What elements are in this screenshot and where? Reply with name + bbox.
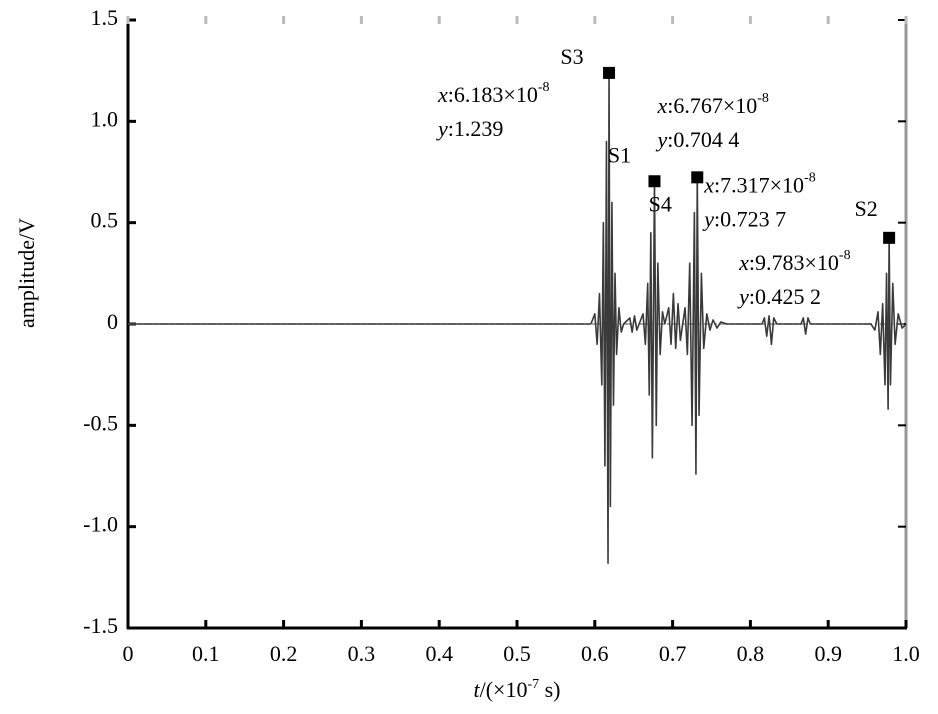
- annotation-marker: [883, 231, 896, 244]
- annotation-x-text: :9.783×10: [749, 250, 839, 275]
- annotation-marker: [691, 171, 704, 184]
- annotation-x: x:7.317×10-8: [703, 171, 815, 198]
- annotation-y-var: y: [436, 116, 448, 141]
- annotation-x-var: x: [703, 172, 714, 197]
- y-tick-label: 0.5: [91, 208, 119, 233]
- y-axis-label: amplitude/V: [14, 218, 39, 328]
- annotation-y-var: y: [702, 206, 714, 231]
- x-axis-label-var: t: [473, 677, 480, 702]
- annotation-y: y:0.704 4: [655, 127, 739, 152]
- x-tick-label: 0.3: [348, 641, 376, 666]
- x-tick-label: 0.9: [814, 641, 842, 666]
- x-tick-label: 0.1: [192, 641, 220, 666]
- annotation-label: S1: [608, 142, 631, 167]
- annotation-x-var: x: [656, 93, 667, 118]
- annotation-x-var: x: [738, 250, 749, 275]
- annotation-x-var: x: [437, 82, 448, 107]
- x-tick-label: 0.8: [737, 641, 765, 666]
- y-tick-label: -1.5: [83, 613, 118, 638]
- annotation-x-exp: -8: [804, 171, 816, 186]
- annotation-x-text: :7.317×10: [714, 172, 804, 197]
- x-tick-label: 0: [123, 641, 134, 666]
- x-axis-label-sup: -7: [527, 677, 539, 692]
- annotation-label: S3: [560, 44, 583, 69]
- x-axis-label-post: s): [539, 677, 560, 702]
- x-tick-label: 0.2: [270, 641, 298, 666]
- y-tick-label: 0: [107, 309, 118, 334]
- annotation-x-exp: -8: [538, 80, 550, 95]
- annotation-x-text: :6.183×10: [448, 82, 538, 107]
- annotation-x-text: :6.767×10: [667, 93, 757, 118]
- waveform: [128, 72, 907, 564]
- annotation-label: S2: [854, 196, 877, 221]
- annotation-x: x:9.783×10-8: [738, 248, 850, 275]
- annotation-marker: [603, 66, 616, 79]
- annotation-x-exp: -8: [757, 91, 769, 106]
- x-axis-label: t/(×10-7 s): [473, 677, 560, 702]
- y-tick-label: -0.5: [83, 410, 118, 435]
- annotation-x: x:6.183×10-8: [437, 80, 549, 107]
- annotation-x: x:6.767×10-8: [656, 91, 768, 118]
- annotation-y-text: :1.239: [448, 116, 504, 141]
- x-axis-label-pre: /(×10: [480, 677, 528, 702]
- annotation-y: y:0.425 2: [737, 284, 821, 309]
- annotation-y-var: y: [737, 284, 749, 309]
- annotation-label: S4: [649, 191, 672, 216]
- x-tick-label: 0.5: [503, 641, 531, 666]
- y-tick-label: 1.5: [91, 5, 119, 30]
- y-tick-label: -1.0: [83, 512, 118, 537]
- annotation-y-text: :0.704 4: [667, 127, 739, 152]
- y-tick-label: 1.0: [91, 106, 119, 131]
- annotation-y: y:1.239: [436, 116, 503, 141]
- annotation-x-exp: -8: [839, 248, 851, 263]
- x-tick-label: 0.4: [425, 641, 453, 666]
- x-tick-label: 1.0: [892, 641, 920, 666]
- annotation-y-text: :0.723 7: [714, 206, 786, 231]
- annotation-marker: [648, 175, 661, 188]
- annotation-y-var: y: [655, 127, 667, 152]
- annotation-y: y:0.723 7: [702, 206, 786, 231]
- annotation-y-text: :0.425 2: [749, 284, 821, 309]
- x-tick-label: 0.6: [581, 641, 609, 666]
- x-tick-label: 0.7: [659, 641, 687, 666]
